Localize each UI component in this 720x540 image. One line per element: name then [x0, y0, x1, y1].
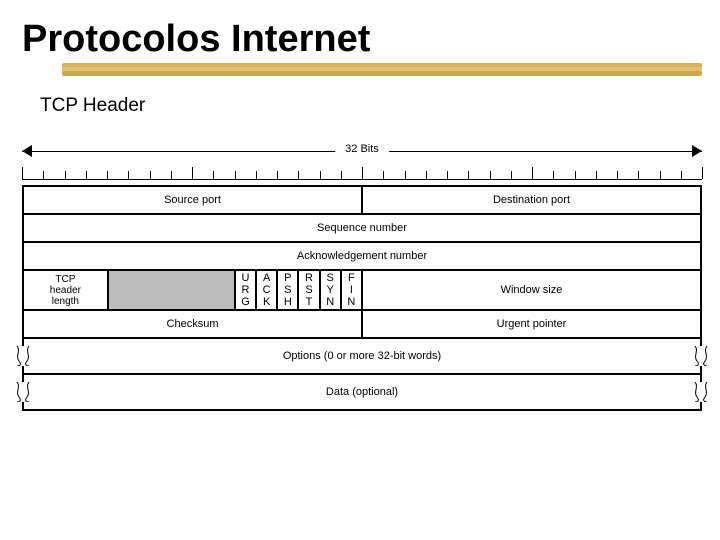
ruler-tick-minor — [320, 171, 321, 179]
ruler-tick-minor — [638, 171, 639, 179]
ruler-tick-minor — [383, 171, 384, 179]
arrow-right-icon — [692, 145, 702, 157]
cell-header-length-text: TCP header length — [50, 274, 81, 307]
ruler-tick-minor — [341, 171, 342, 179]
row-data: Data (optional) — [23, 374, 701, 410]
ruler-tick-minor — [447, 171, 448, 179]
ruler-tick-major — [362, 167, 363, 179]
cell-data: Data (optional) — [23, 374, 701, 410]
cell-reserved — [108, 270, 235, 310]
title-underline — [22, 63, 698, 81]
ruler-tick-minor — [490, 171, 491, 179]
cell-header-length: TCP header length — [23, 270, 108, 310]
cell-urgent-pointer: Urgent pointer — [362, 310, 701, 338]
ruler-tick-major — [192, 167, 193, 179]
ruler-tick-minor — [681, 171, 682, 179]
cell-ack-number: Acknowledgement number — [23, 242, 701, 270]
page-title: Protocolos Internet — [22, 18, 698, 61]
underline-bar-3 — [62, 71, 702, 76]
arrow-left-icon — [22, 145, 32, 157]
break-mark-icon — [694, 346, 708, 366]
ruler-baseline — [22, 179, 702, 180]
break-mark-icon — [16, 382, 30, 402]
row-checksum: Checksum Urgent pointer — [23, 310, 701, 338]
row-ports: Source port Destination port — [23, 186, 701, 214]
ruler-tick-minor — [405, 171, 406, 179]
ruler-tick-major — [532, 167, 533, 179]
ruler-tick-minor — [150, 171, 151, 179]
header-grid: Source port Destination port Sequence nu… — [22, 185, 702, 411]
ruler-tick-major — [22, 167, 23, 179]
ruler-tick-minor — [213, 171, 214, 179]
ruler-tick-minor — [107, 171, 108, 179]
ruler-tick-minor — [277, 171, 278, 179]
slide: Protocolos Internet TCP Header 32 Bits S… — [0, 0, 720, 540]
ruler-tick-minor — [128, 171, 129, 179]
ruler-tick-minor — [86, 171, 87, 179]
ruler-tick-minor — [617, 171, 618, 179]
ruler-tick-minor — [511, 171, 512, 179]
cell-sequence-number: Sequence number — [23, 214, 701, 242]
row-ack: Acknowledgement number — [23, 242, 701, 270]
cell-window-size: Window size — [362, 270, 701, 310]
cell-checksum: Checksum — [23, 310, 362, 338]
cell-flag-urg: URG — [235, 270, 256, 310]
ruler-tick-minor — [596, 171, 597, 179]
tcp-header-diagram: 32 Bits Source port Destination port Seq… — [22, 141, 702, 411]
cell-flag-psh: PSH — [277, 270, 298, 310]
cell-flag-rst: RST — [298, 270, 319, 310]
ruler-tick-minor — [256, 171, 257, 179]
cell-flag-ack: ACK — [256, 270, 277, 310]
cell-source-port: Source port — [23, 186, 362, 214]
cell-options: Options (0 or more 32-bit words) — [23, 338, 701, 374]
break-mark-icon — [16, 346, 30, 366]
ruler-tick-minor — [171, 171, 172, 179]
cell-flag-fin: FIN — [341, 270, 362, 310]
bit-width-indicator: 32 Bits — [22, 141, 702, 165]
ruler-tick-minor — [298, 171, 299, 179]
break-mark-icon — [694, 382, 708, 402]
row-flags: TCP header length URG ACK PSH RST SYN FI… — [23, 270, 701, 310]
row-options: Options (0 or more 32-bit words) — [23, 338, 701, 374]
ruler-tick-minor — [553, 171, 554, 179]
bits-label: 32 Bits — [335, 143, 389, 155]
ruler-tick-major — [702, 167, 703, 179]
bit-ruler — [22, 167, 702, 185]
ruler-tick-minor — [235, 171, 236, 179]
ruler-tick-minor — [43, 171, 44, 179]
ruler-tick-minor — [468, 171, 469, 179]
ruler-tick-minor — [426, 171, 427, 179]
ruler-tick-minor — [660, 171, 661, 179]
cell-destination-port: Destination port — [362, 186, 701, 214]
row-sequence: Sequence number — [23, 214, 701, 242]
ruler-tick-minor — [575, 171, 576, 179]
subtitle: TCP Header — [40, 95, 698, 117]
ruler-tick-minor — [65, 171, 66, 179]
cell-flag-syn: SYN — [320, 270, 341, 310]
